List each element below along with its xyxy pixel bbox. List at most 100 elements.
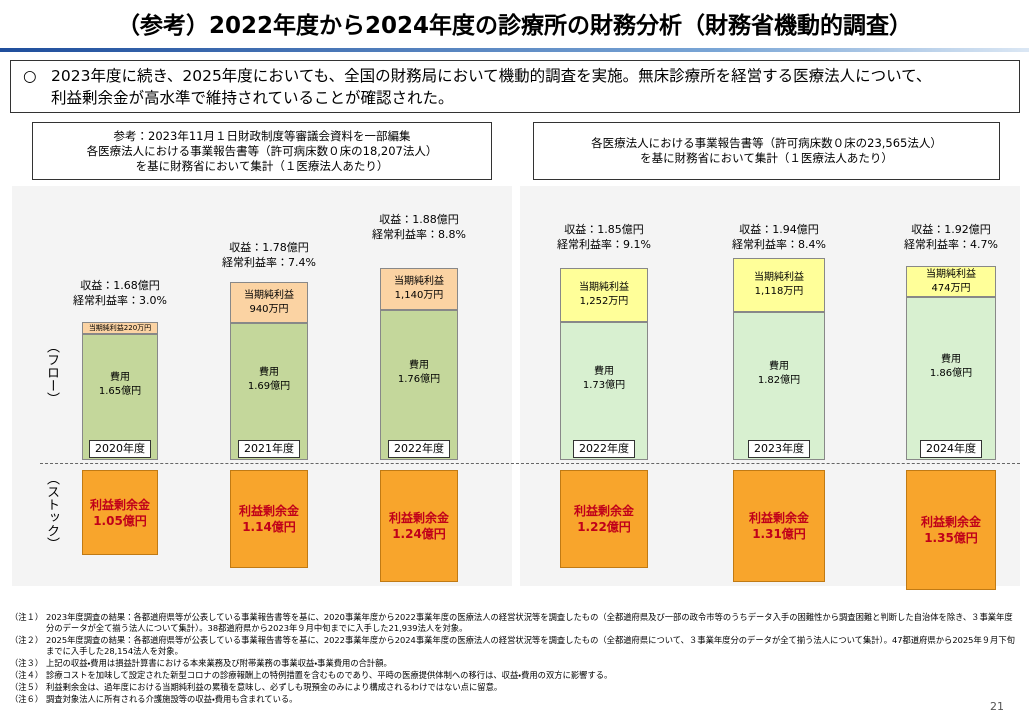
revenue-label: 収益：1.78億円 [229, 241, 309, 254]
page-number: 21 [990, 700, 1004, 713]
profit-text: 当期純利益 [394, 276, 444, 287]
note-text: 上記の収益・費用は損益計算書における本来業務及び附帯業務の事業収益・事業費用の合… [46, 658, 392, 668]
stock-text: 1.05億円 [93, 513, 147, 528]
note-label: （注６） [10, 694, 44, 704]
header-line: 各医療法人における事業報告書等（許可病床数０床の23,565法人） [591, 136, 942, 150]
year-label: 2020年度 [89, 440, 151, 458]
divider [40, 463, 1020, 464]
year-label: 2021年度 [238, 440, 300, 458]
note-text: 診療コストを加味して設定された新型コロナの診療報酬上の特例措置を含むものであり、… [46, 670, 613, 680]
stock-text: 利益剰余金 [89, 497, 150, 512]
summary-line: 2023年度に続き、2025年度においても、全国の財務局において機動的調査を実施… [51, 67, 932, 85]
expense-text: 費用 [594, 366, 614, 377]
note-label: （注４） [10, 670, 44, 680]
stock-bar: 利益剰余金 1.14億円 [230, 470, 308, 568]
profit-text: 当期純利益 [244, 289, 294, 301]
header-line: を基に財務省において集計（１医療法人あたり） [640, 151, 893, 165]
expense-text: 費用 [259, 366, 279, 378]
year-label: 2022年度 [573, 440, 635, 458]
note: （注５） 利益剰余金は、過年度における当期純利益の累積を意味し、必ずしも現預金のみ… [10, 682, 1020, 693]
note-label: （注３） [10, 658, 44, 668]
header-line: 参考：2023年11月１日財政制度等審議会資料を一部編集 [113, 129, 411, 143]
left-header: 参考：2023年11月１日財政制度等審議会資料を一部編集 各医療法人における事業… [32, 122, 492, 180]
profit-text: 当期純利益220万円 [88, 324, 152, 332]
revenue-label: 収益：1.88億円 [379, 213, 459, 226]
note: （注２） 2025年度調査の結果：各都道府県等が公表している事業報告書等を基に、2… [10, 635, 1020, 657]
profit-text: 1,252万円 [579, 296, 629, 307]
revenue-label: 収益：1.85億円 [564, 223, 644, 236]
note-text: 2023年度調査の結果：各都道府県等が公表している事業報告書等を基に、2020事… [46, 612, 1013, 633]
stock-text: 利益剰余金 [388, 511, 449, 525]
expense-text: 1.69億円 [247, 380, 291, 392]
slide-title: （参考）2022年度から2024年度の診療所の財務分析（財務省機動的調査） [116, 13, 913, 39]
year-label: 2022年度 [388, 440, 450, 458]
stock-label: （ストック） [44, 472, 59, 550]
profit-bar: 当期純利益 1,118万円 [733, 258, 825, 312]
summary-line: 利益剰余金が高水準で維持されていることが確認された。 [51, 89, 454, 107]
stock-bar: 利益剰余金 1.24億円 [380, 470, 458, 582]
expense-text: 1.76億円 [397, 374, 441, 385]
margin-label: 経常利益率：9.1% [557, 238, 651, 251]
stock-bar: 利益剰余金 1.05億円 [82, 470, 158, 555]
expense-bar: 費用 1.82億円 [733, 312, 825, 460]
profit-bar: 当期純利益 940万円 [230, 282, 308, 323]
expense-text: 1.82億円 [757, 375, 801, 386]
stock-text: 利益剰余金 [238, 504, 299, 518]
title-rule [0, 48, 1029, 52]
profit-text: 1,118万円 [754, 286, 804, 297]
summary-box: ○ 2023年度に続き、2025年度においても、全国の財務局において機動的調査を… [10, 60, 1020, 113]
margin-label: 経常利益率：8.4% [732, 238, 826, 251]
revenue-label: 収益：1.94億円 [739, 223, 819, 236]
note-text: 調査対象法人に所有される介護施設等の収益・費用も含まれている。 [46, 694, 298, 704]
expense-text: 費用 [941, 353, 961, 365]
stock-bar: 利益剰余金 1.31億円 [733, 470, 825, 582]
header-line: 各医療法人における事業報告書等（許可病床数０床の18,207法人） [86, 144, 438, 158]
profit-text: 474万円 [931, 282, 971, 294]
profit-bar: 当期純利益 474万円 [906, 266, 996, 297]
year-label: 2024年度 [920, 440, 982, 458]
expense-bar: 費用 1.65億円 [82, 334, 158, 460]
stock-text: 利益剰余金 [920, 515, 981, 529]
header-line: を基に財務省において集計（１医療法人あたり） [135, 159, 389, 173]
stock-text: 利益剰余金 [748, 511, 809, 525]
expense-text: 1.86億円 [929, 367, 973, 379]
year-label: 2023年度 [748, 440, 810, 458]
expense-text: 1.73億円 [582, 380, 626, 391]
flow-label: （フロー） [44, 340, 59, 405]
profit-text: 1,140万円 [394, 290, 444, 301]
note: （注６） 調査対象法人に所有される介護施設等の収益・費用も含まれている。 [10, 694, 1020, 705]
expense-text: 費用 [409, 360, 429, 371]
expense-bar: 費用 1.69億円 [230, 323, 308, 460]
margin-label: 経常利益率：3.0% [73, 294, 167, 307]
profit-text: 当期純利益 [579, 282, 629, 293]
stock-bar: 利益剰余金 1.22億円 [560, 470, 648, 568]
expense-bar: 費用 1.73億円 [560, 322, 648, 460]
stock-bar: 利益剰余金 1.35億円 [906, 470, 996, 590]
profit-bar: 当期純利益 1,252万円 [560, 268, 648, 322]
bullet: ○ [23, 67, 37, 85]
revenue-label: 収益：1.92億円 [911, 223, 991, 236]
revenue-label: 収益：1.68億円 [80, 279, 160, 292]
note: （注４） 診療コストを加味して設定された新型コロナの診療報酬上の特例措置を含むもの… [10, 670, 1020, 681]
expense-bar: 費用 1.76億円 [380, 310, 458, 460]
margin-label: 経常利益率：7.4% [222, 256, 316, 269]
expense-text: 費用 [110, 372, 130, 383]
note: （注１） 2023年度調査の結果：各都道府県等が公表している事業報告書等を基に、2… [10, 612, 1020, 634]
stock-text: 利益剰余金 [573, 504, 634, 518]
right-header: 各医療法人における事業報告書等（許可病床数０床の23,565法人） を基に財務省… [533, 122, 1000, 180]
note-label: （注２） [10, 635, 44, 645]
profit-text: 940万円 [249, 303, 289, 315]
stock-text: 1.24億円 [392, 527, 446, 541]
note: （注３） 上記の収益・費用は損益計算書における本来業務及び附帯業務の事業収益・事業… [10, 658, 1020, 669]
note-text: 利益剰余金は、過年度における当期純利益の累積を意味し、必ずしも現預金のみにより構… [46, 682, 503, 692]
profit-bar: 当期純利益 1,140万円 [380, 268, 458, 310]
expense-text: 費用 [769, 361, 789, 372]
margin-label: 経常利益率：8.8% [372, 228, 466, 241]
stock-text: 1.14億円 [242, 520, 296, 534]
profit-bar: 当期純利益220万円 [82, 322, 158, 334]
note-label: （注１） [10, 612, 44, 622]
stock-text: 1.22億円 [577, 520, 631, 534]
expense-bar: 費用 1.86億円 [906, 297, 996, 460]
profit-text: 当期純利益 [926, 268, 976, 280]
